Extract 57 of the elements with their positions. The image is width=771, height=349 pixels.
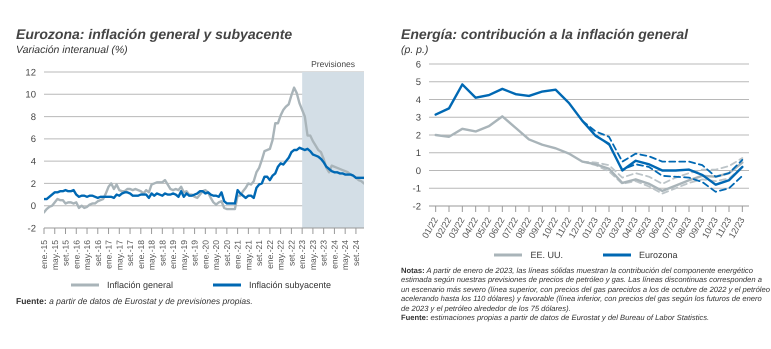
x-tick-label: ene.-22 <box>264 240 275 269</box>
band-label: Previsiones <box>311 59 356 69</box>
x-tick-label: may.-20 <box>211 240 222 270</box>
x-tick-label: may.-22 <box>276 240 286 270</box>
y-tick-label: 6 <box>416 59 421 70</box>
x-tick-label: set.-21 <box>254 240 264 266</box>
y-tick-label: 6 <box>30 134 36 146</box>
x-tick-label: set.-17 <box>125 240 136 266</box>
x-tick-label: ene.-23 <box>297 240 308 269</box>
chart-subtitle: Variación interanual (%) <box>16 44 129 56</box>
x-tick-label: ene.-24 <box>329 240 340 269</box>
x-tick-label: may.-15 <box>50 240 60 270</box>
y-tick-label: 1 <box>416 148 421 160</box>
y-tick-label: 12 <box>25 67 36 78</box>
y-tick-label: 10 <box>25 90 36 101</box>
x-tick-label: ene.-15 <box>39 240 49 269</box>
x-tick-label: ene.-16 <box>71 240 82 269</box>
y-tick-label: 2 <box>30 178 36 190</box>
x-tick-label: ene.-21 <box>232 240 243 269</box>
x-tick-label: set.-19 <box>190 240 200 266</box>
x-tick-label: ene.-19 <box>168 240 178 269</box>
x-tick-label: ene.-17 <box>104 240 114 269</box>
legend-label: EE. UU. <box>530 250 563 260</box>
x-tick-label: set.-16 <box>92 240 103 266</box>
y-tick-label: -2 <box>412 201 421 212</box>
legend-label: Eurozona <box>638 250 678 260</box>
y-tick-label: 0 <box>416 166 421 177</box>
y-tick-label: 4 <box>416 94 421 106</box>
x-tick-label: set.-22 <box>286 240 296 266</box>
x-tick-label: may.-16 <box>82 240 92 270</box>
x-tick-label: may.-19 <box>178 240 189 270</box>
y-tick-label: -1 <box>412 184 421 195</box>
x-tick-label: may.-21 <box>243 240 254 270</box>
x-tick-label: ene.-20 <box>200 240 210 269</box>
x-tick-label: set.-18 <box>157 240 168 266</box>
y-tick-label: 2 <box>416 130 421 142</box>
x-tick-label: set.-20 <box>222 240 232 266</box>
x-tick-label: set.-23 <box>318 240 329 266</box>
x-tick-label: may.-24 <box>340 240 350 270</box>
y-tick-label: 3 <box>416 112 421 124</box>
y-tick-label: 0 <box>30 201 36 212</box>
y-tick-label: 4 <box>30 156 36 168</box>
x-tick-label: may.-18 <box>146 240 157 270</box>
legend-label: Inflación subyacente <box>248 280 332 290</box>
x-tick-label: set.-24 <box>350 240 361 266</box>
y-tick-label: 8 <box>30 112 36 123</box>
y-tick-label: 5 <box>416 77 421 88</box>
x-tick-label: set.-15 <box>60 240 71 266</box>
chart-title: Energía: contribución a la inflación general <box>401 26 690 42</box>
legend-label: Inflación general <box>106 280 173 290</box>
chart-title: Eurozona: inflación general y subyacente <box>16 26 294 42</box>
x-tick-label: may.-23 <box>308 240 318 270</box>
source-note: Fuente: a partir de datos de Eurostat y de previsiones propias. <box>16 296 254 307</box>
y-tick-label: -2 <box>28 223 36 234</box>
chart-subtitle: (p. p.) <box>401 44 430 56</box>
x-tick-label: may.-17 <box>114 240 124 270</box>
x-tick-label: ene.-18 <box>136 240 146 269</box>
